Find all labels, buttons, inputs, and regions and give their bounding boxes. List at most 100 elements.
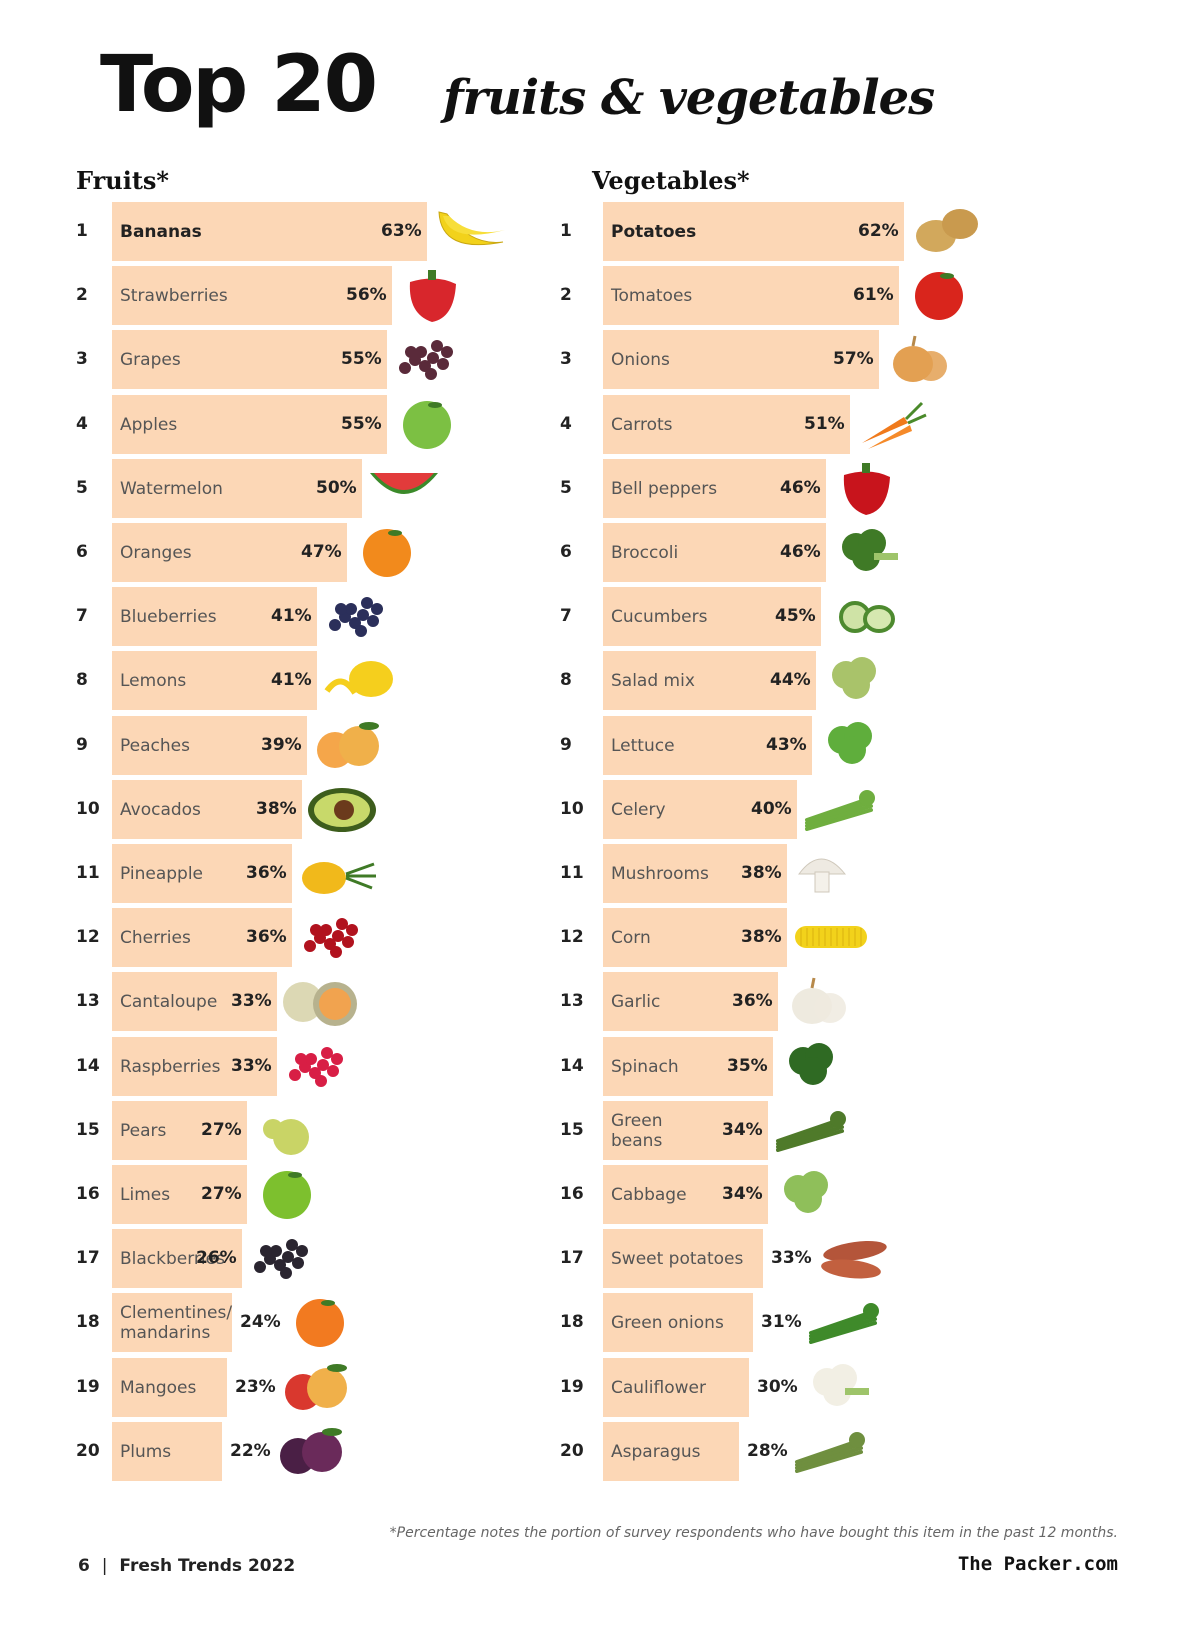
plum-icon: [280, 1428, 342, 1474]
fruit-bar: Cantaloupe: [112, 972, 277, 1031]
vegetable-label: Tomatoes: [611, 285, 693, 306]
green-onion-icon: [809, 1303, 879, 1344]
fruit-value-label: 24%: [240, 1312, 281, 1332]
vegetable-bar: Broccoli: [603, 523, 826, 582]
fruit-rank: 19: [76, 1377, 100, 1397]
vegetable-rank: 19: [560, 1377, 584, 1397]
vegetable-bar: Spinach: [603, 1037, 773, 1096]
fruit-rank: 20: [76, 1441, 100, 1461]
vegetable-label: Cabbage: [611, 1184, 687, 1205]
apple-icon: [403, 401, 451, 449]
vegetable-label: Mushrooms: [611, 863, 709, 884]
fruit-value-label: 22%: [230, 1441, 271, 1461]
fruit-bar: Oranges: [112, 523, 347, 582]
page-number: 6: [78, 1556, 90, 1576]
fruit-label: Clementines/ mandarins: [120, 1302, 233, 1343]
fruit-value-label: 63%: [381, 221, 422, 241]
vegetable-label: Asparagus: [611, 1441, 701, 1462]
fruit-rank: 8: [76, 670, 88, 690]
fruit-label: Mangoes: [120, 1377, 197, 1398]
vegetable-label: Lettuce: [611, 735, 675, 756]
cauliflower-icon: [813, 1364, 869, 1406]
vegetable-label: Celery: [611, 799, 666, 820]
cherries-icon: [304, 918, 358, 958]
fruit-label: Peaches: [120, 735, 190, 756]
fruit-value-label: 27%: [201, 1184, 242, 1204]
fruit-rank: 5: [76, 478, 88, 498]
fruit-rank: 18: [76, 1312, 100, 1332]
vegetable-bar: Green onions: [603, 1293, 753, 1352]
vegetable-bar: Onions: [603, 330, 879, 389]
bell-pepper-icon: [843, 463, 890, 515]
vegetable-label: Carrots: [611, 414, 673, 435]
fruit-bar: Plums: [112, 1422, 222, 1481]
vegetable-value-label: 40%: [751, 799, 792, 819]
vegetable-bar: Bell peppers: [603, 459, 826, 518]
vegetable-label: Bell peppers: [611, 478, 718, 499]
vegetable-bar: Green beans: [603, 1101, 768, 1160]
fruit-bar: Avocados: [112, 780, 302, 839]
vegetable-value-label: 61%: [853, 285, 894, 305]
fruit-value-label: 26%: [196, 1248, 237, 1268]
vegetable-bar: Asparagus: [603, 1422, 739, 1481]
publication-name: Fresh Trends 2022: [119, 1556, 296, 1576]
vegetable-label: Onions: [611, 349, 670, 370]
vegetable-value-label: 28%: [747, 1441, 788, 1461]
fruit-rank: 13: [76, 991, 100, 1011]
vegetable-rank: 6: [560, 542, 572, 562]
fruit-bar: Blackberries: [112, 1229, 242, 1288]
blackberries-icon: [254, 1239, 308, 1279]
fruit-bar: Apples: [112, 395, 387, 454]
vegetable-bar: Cabbage: [603, 1165, 768, 1224]
vegetable-label: Sweet potatoes: [611, 1248, 744, 1269]
vegetable-label: Green onions: [611, 1312, 724, 1333]
vegetable-rank: 9: [560, 735, 572, 755]
salad-mix-icon: [832, 657, 876, 699]
orange-icon: [363, 529, 411, 577]
fruit-label: Pears: [120, 1120, 167, 1141]
fruit-value-label: 33%: [231, 991, 272, 1011]
avocado-icon: [308, 788, 376, 832]
fruit-label: Raspberries: [120, 1056, 221, 1077]
footer-separator: |: [101, 1556, 108, 1576]
peach-icon: [317, 722, 379, 768]
fruit-rank: 4: [76, 414, 88, 434]
vegetable-rank: 14: [560, 1056, 584, 1076]
fruit-label: Cherries: [120, 927, 191, 948]
vegetable-rank: 7: [560, 606, 572, 626]
vegetable-bar: Sweet potatoes: [603, 1229, 763, 1288]
fruit-label: Cantaloupe: [120, 991, 218, 1012]
vegetable-value-label: 57%: [833, 349, 874, 369]
vegetable-value-label: 33%: [771, 1248, 812, 1268]
fruit-label: Limes: [120, 1184, 171, 1205]
vegetable-label: Cucumbers: [611, 606, 708, 627]
fruit-rank: 15: [76, 1120, 100, 1140]
potato-icon: [916, 209, 978, 252]
vegetable-label: Green beans: [611, 1110, 663, 1151]
fruit-label: Avocados: [120, 799, 201, 820]
fruit-value-label: 23%: [235, 1377, 276, 1397]
fruit-label: Strawberries: [120, 285, 228, 306]
lettuce-icon: [828, 722, 872, 764]
raspberries-icon: [289, 1047, 343, 1087]
fruit-bar: Watermelon: [112, 459, 362, 518]
fruit-value-label: 27%: [201, 1120, 242, 1140]
chart-title-sub: fruits & vegetables: [443, 70, 935, 126]
fruit-label: Grapes: [120, 349, 181, 370]
fruit-bar: Bananas: [112, 202, 427, 261]
fruit-bar: Strawberries: [112, 266, 392, 325]
vegetable-rank: 8: [560, 670, 572, 690]
fruit-bar: Limes: [112, 1165, 247, 1224]
brand-logo: The Packer.com: [957, 1553, 1118, 1575]
fruit-value-label: 47%: [301, 542, 342, 562]
vegetable-value-label: 30%: [757, 1377, 798, 1397]
fruit-bar: Cherries: [112, 908, 292, 967]
fruit-label: Blueberries: [120, 606, 217, 627]
vegetable-bar: Mushrooms: [603, 844, 787, 903]
lime-icon: [263, 1171, 311, 1219]
banana-icon: [438, 211, 505, 246]
fruit-bar: Mangoes: [112, 1358, 227, 1417]
mango-icon: [285, 1364, 347, 1410]
vegetable-value-label: 38%: [741, 863, 782, 883]
fruit-label: Pineapple: [120, 863, 204, 884]
